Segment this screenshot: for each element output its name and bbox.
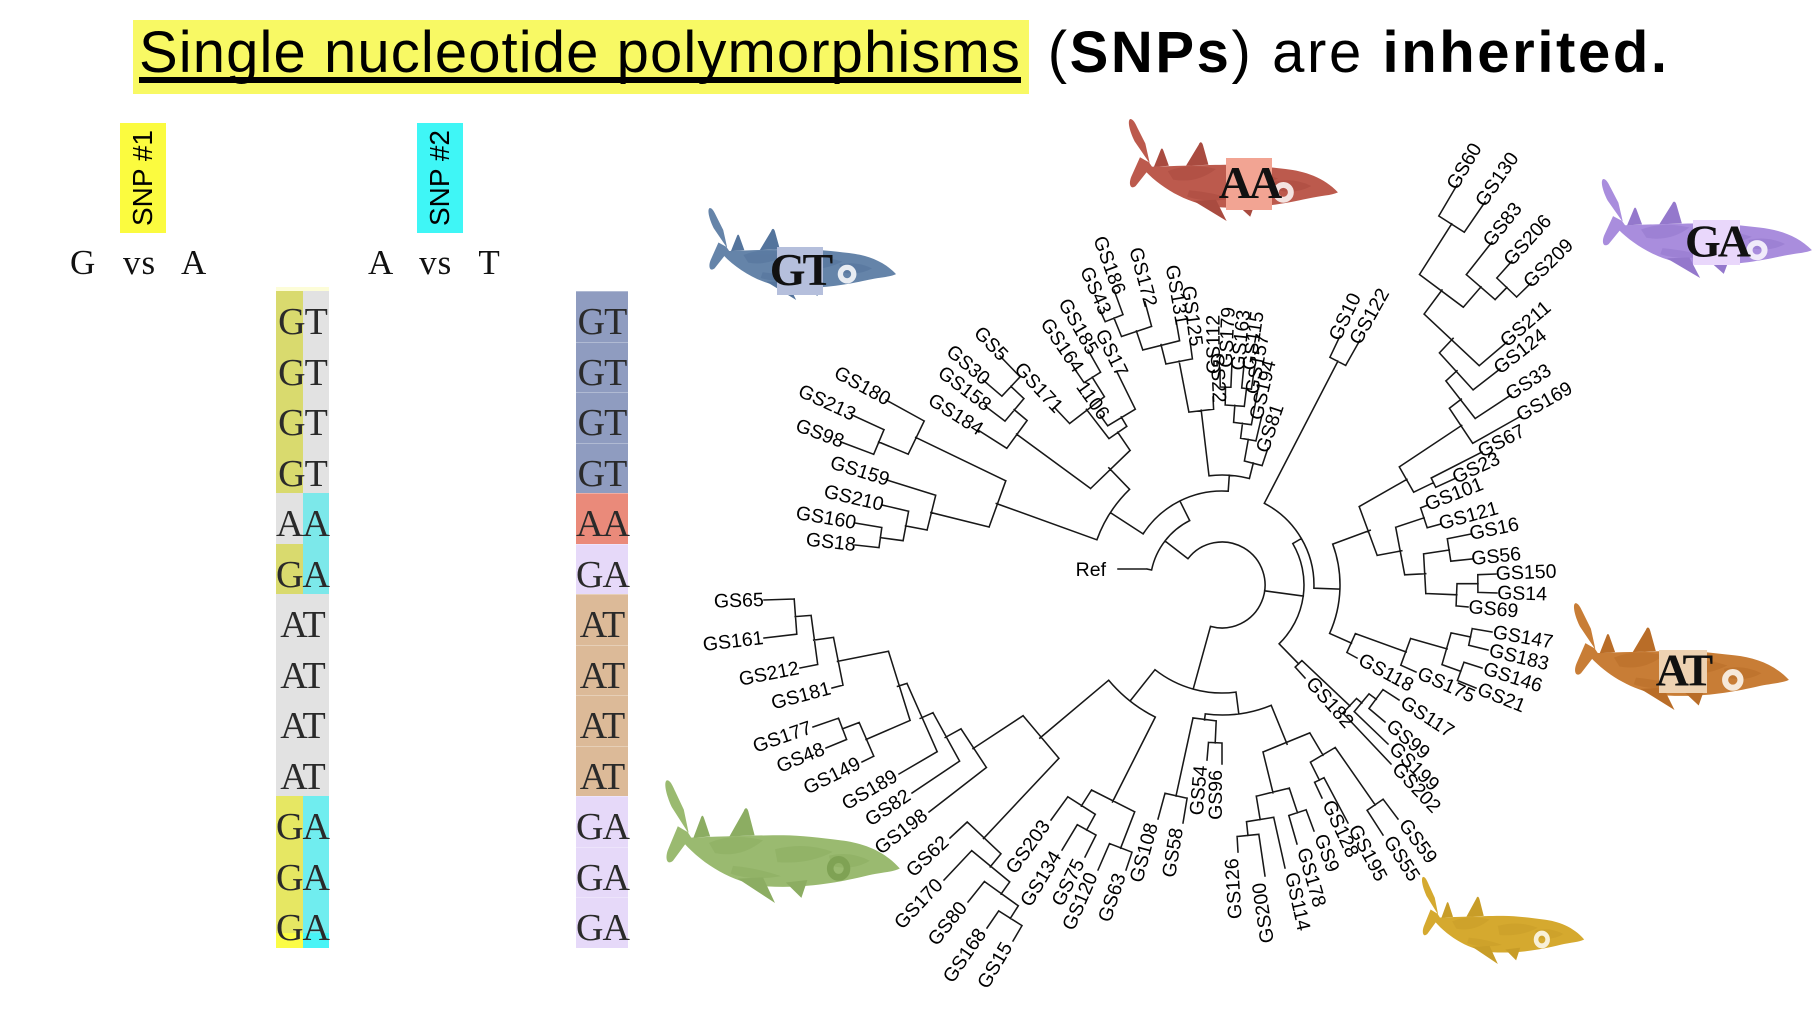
svg-text:GS96: GS96 [1205, 770, 1227, 820]
svg-text:GS22: GS22 [1206, 352, 1230, 403]
svg-text:GS56: GS56 [1470, 543, 1522, 570]
svg-text:GS112: GS112 [1202, 315, 1225, 374]
svg-text:GS14: GS14 [1497, 582, 1548, 605]
svg-text:GA: GA [1685, 216, 1751, 267]
svg-text:GS69: GS69 [1468, 596, 1520, 622]
svg-text:GS58: GS58 [1158, 826, 1188, 879]
svg-text:GT: GT [770, 244, 833, 295]
svg-text:GS182: GS182 [1301, 673, 1358, 733]
svg-text:GS161: GS161 [702, 627, 765, 656]
svg-text:Ref: Ref [1076, 559, 1107, 581]
svg-text:AT: AT [1656, 645, 1713, 696]
svg-text:GS212: GS212 [737, 657, 801, 690]
svg-text:GS179: GS179 [1215, 307, 1240, 369]
svg-text:GS126: GS126 [1221, 858, 1247, 920]
svg-text:GS171: GS171 [1010, 358, 1068, 417]
svg-text:GS54: GS54 [1186, 764, 1212, 816]
svg-text:GS17: GS17 [1090, 326, 1132, 380]
svg-text:GS150: GS150 [1495, 561, 1557, 585]
svg-text:GS200: GS200 [1248, 881, 1279, 944]
svg-text:GS118: GS118 [1355, 649, 1418, 697]
svg-text:GS172: GS172 [1124, 245, 1161, 309]
svg-text:AA: AA [1219, 157, 1282, 208]
svg-text:GS65: GS65 [714, 589, 765, 613]
svg-text:GS18: GS18 [805, 529, 857, 556]
